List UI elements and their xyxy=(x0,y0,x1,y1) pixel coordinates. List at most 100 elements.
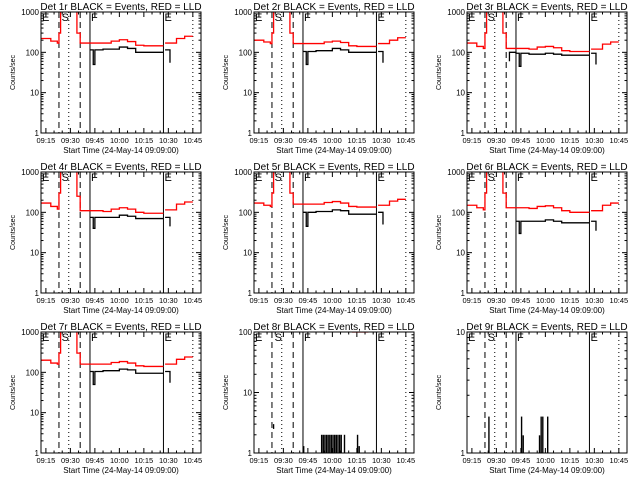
panel-det-8: Det 8r BLACK = Events, RED = LLD Counts/s… xyxy=(223,322,415,475)
y-tick-label: 1 xyxy=(35,449,40,458)
x-tick-label: 09:30 xyxy=(274,296,293,305)
x-tick-label: 10:15 xyxy=(134,136,153,145)
panel-det-7: Det 7r BLACK = Events, RED = LLD Counts/s… xyxy=(10,322,202,475)
flag-label: E xyxy=(377,12,384,24)
x-tick-label: 09:45 xyxy=(85,296,104,305)
event-spike xyxy=(343,434,346,453)
x-tick-label: 10:00 xyxy=(323,136,342,145)
x-tick-label: 10:45 xyxy=(183,296,202,305)
x-tick-label: 09:30 xyxy=(61,136,80,145)
x-tick-label: 09:30 xyxy=(61,296,80,305)
x-tick-label: 10:45 xyxy=(183,456,202,465)
event-spike xyxy=(334,434,336,453)
y-tick-label: 100 xyxy=(26,48,40,57)
series-line-events xyxy=(89,214,171,230)
flag-label: S xyxy=(275,332,282,344)
series-group xyxy=(467,12,619,67)
y-tick-label: 10 xyxy=(243,389,252,398)
y-axis-label: Counts/sec xyxy=(436,54,443,90)
x-tick-label: 09:30 xyxy=(487,296,506,305)
series-group xyxy=(488,416,549,453)
x-tick-label: 10:15 xyxy=(560,456,579,465)
x-axis-label: Start Time (24-May-14 09:09:00) xyxy=(489,466,605,475)
x-tick-label: 10:30 xyxy=(372,136,391,145)
x-tick-label: 10:45 xyxy=(609,296,628,305)
x-tick-label: 09:15 xyxy=(250,456,269,465)
y-tick-label: 100 xyxy=(452,48,466,57)
y-tick-label: 100 xyxy=(239,208,253,217)
flag-label: E xyxy=(377,172,384,184)
y-tick-label: 1 xyxy=(248,449,253,458)
series-group xyxy=(41,332,193,386)
flag-label: E xyxy=(255,172,262,184)
panel-title: Det 2r BLACK = Events, RED = LLD xyxy=(253,2,414,13)
y-tick-label: 10 xyxy=(243,89,252,98)
plot-frame xyxy=(253,11,415,134)
y-tick-label: 100 xyxy=(26,208,40,217)
event-spike xyxy=(335,434,338,453)
event-spike xyxy=(325,434,328,453)
flag-label: E xyxy=(255,332,262,344)
flag-label: E xyxy=(164,172,171,184)
y-axis-label: Counts/sec xyxy=(10,374,17,410)
series-line-lld xyxy=(254,172,406,208)
x-tick-label: 10:30 xyxy=(585,296,604,305)
x-tick-label: 09:15 xyxy=(37,136,56,145)
x-tick-label: 09:15 xyxy=(463,136,482,145)
series-group xyxy=(254,12,406,66)
x-tick-label: 10:15 xyxy=(560,136,579,145)
y-tick-label: 1000 xyxy=(21,168,39,177)
event-spike xyxy=(330,434,333,453)
panel-det-9: Det 9r BLACK = Events, RED = LLD Counts/s… xyxy=(436,322,628,475)
series-group xyxy=(254,172,406,227)
y-tick-label: 1000 xyxy=(234,168,252,177)
plot-frame xyxy=(40,11,202,134)
x-tick-label: 09:15 xyxy=(250,296,269,305)
flag-label: S xyxy=(488,172,495,184)
flag-label: E xyxy=(42,332,49,344)
y-tick-label: 1 xyxy=(461,129,466,138)
plot-frame xyxy=(40,331,202,454)
y-tick-label: 1 xyxy=(248,289,253,298)
x-axis-label: Start Time (24-May-14 09:09:00) xyxy=(63,146,179,155)
panel-det-2: Det 2r BLACK = Events, RED = LLD Counts/s… xyxy=(223,2,415,155)
x-tick-label: 09:30 xyxy=(274,456,293,465)
x-axis-label: Start Time (24-May-14 09:09:00) xyxy=(276,146,392,155)
y-tick-label: 10 xyxy=(456,89,465,98)
x-tick-label: 09:30 xyxy=(487,456,506,465)
event-spike xyxy=(338,434,341,453)
panel-title: Det 8r BLACK = Events, RED = LLD xyxy=(253,322,414,333)
x-tick-label: 09:30 xyxy=(274,136,293,145)
x-tick-label: 10:00 xyxy=(536,296,555,305)
flag-label: F xyxy=(91,332,98,344)
flag-label: E xyxy=(590,332,597,344)
x-tick-label: 10:45 xyxy=(609,136,628,145)
event-spike xyxy=(538,435,541,453)
x-tick-label: 10:00 xyxy=(110,136,129,145)
plot-frame xyxy=(466,331,628,454)
series-line-lld xyxy=(41,12,193,47)
x-tick-label: 10:45 xyxy=(396,296,415,305)
y-axis-label: Counts/sec xyxy=(10,214,17,250)
x-tick-label: 09:45 xyxy=(298,456,317,465)
plot-frame xyxy=(466,171,628,294)
y-axis-label: Counts/sec xyxy=(436,374,443,410)
x-tick-label: 09:30 xyxy=(487,136,506,145)
x-tick-label: 09:15 xyxy=(37,296,56,305)
flag-label: E xyxy=(468,332,475,344)
flag-label: S xyxy=(62,172,69,184)
x-tick-label: 09:15 xyxy=(37,456,56,465)
y-tick-label: 1 xyxy=(35,289,40,298)
y-axis-label: Counts/sec xyxy=(10,54,17,90)
y-tick-label: 1000 xyxy=(21,8,39,17)
series-group xyxy=(467,172,619,235)
x-tick-label: 10:30 xyxy=(372,296,391,305)
flag-label: E xyxy=(377,332,384,344)
flag-label: E xyxy=(590,172,597,184)
event-spike xyxy=(520,416,523,453)
event-spike xyxy=(302,446,305,453)
flag-label: S xyxy=(488,12,495,24)
x-tick-label: 09:45 xyxy=(85,136,104,145)
event-spike xyxy=(340,434,342,453)
